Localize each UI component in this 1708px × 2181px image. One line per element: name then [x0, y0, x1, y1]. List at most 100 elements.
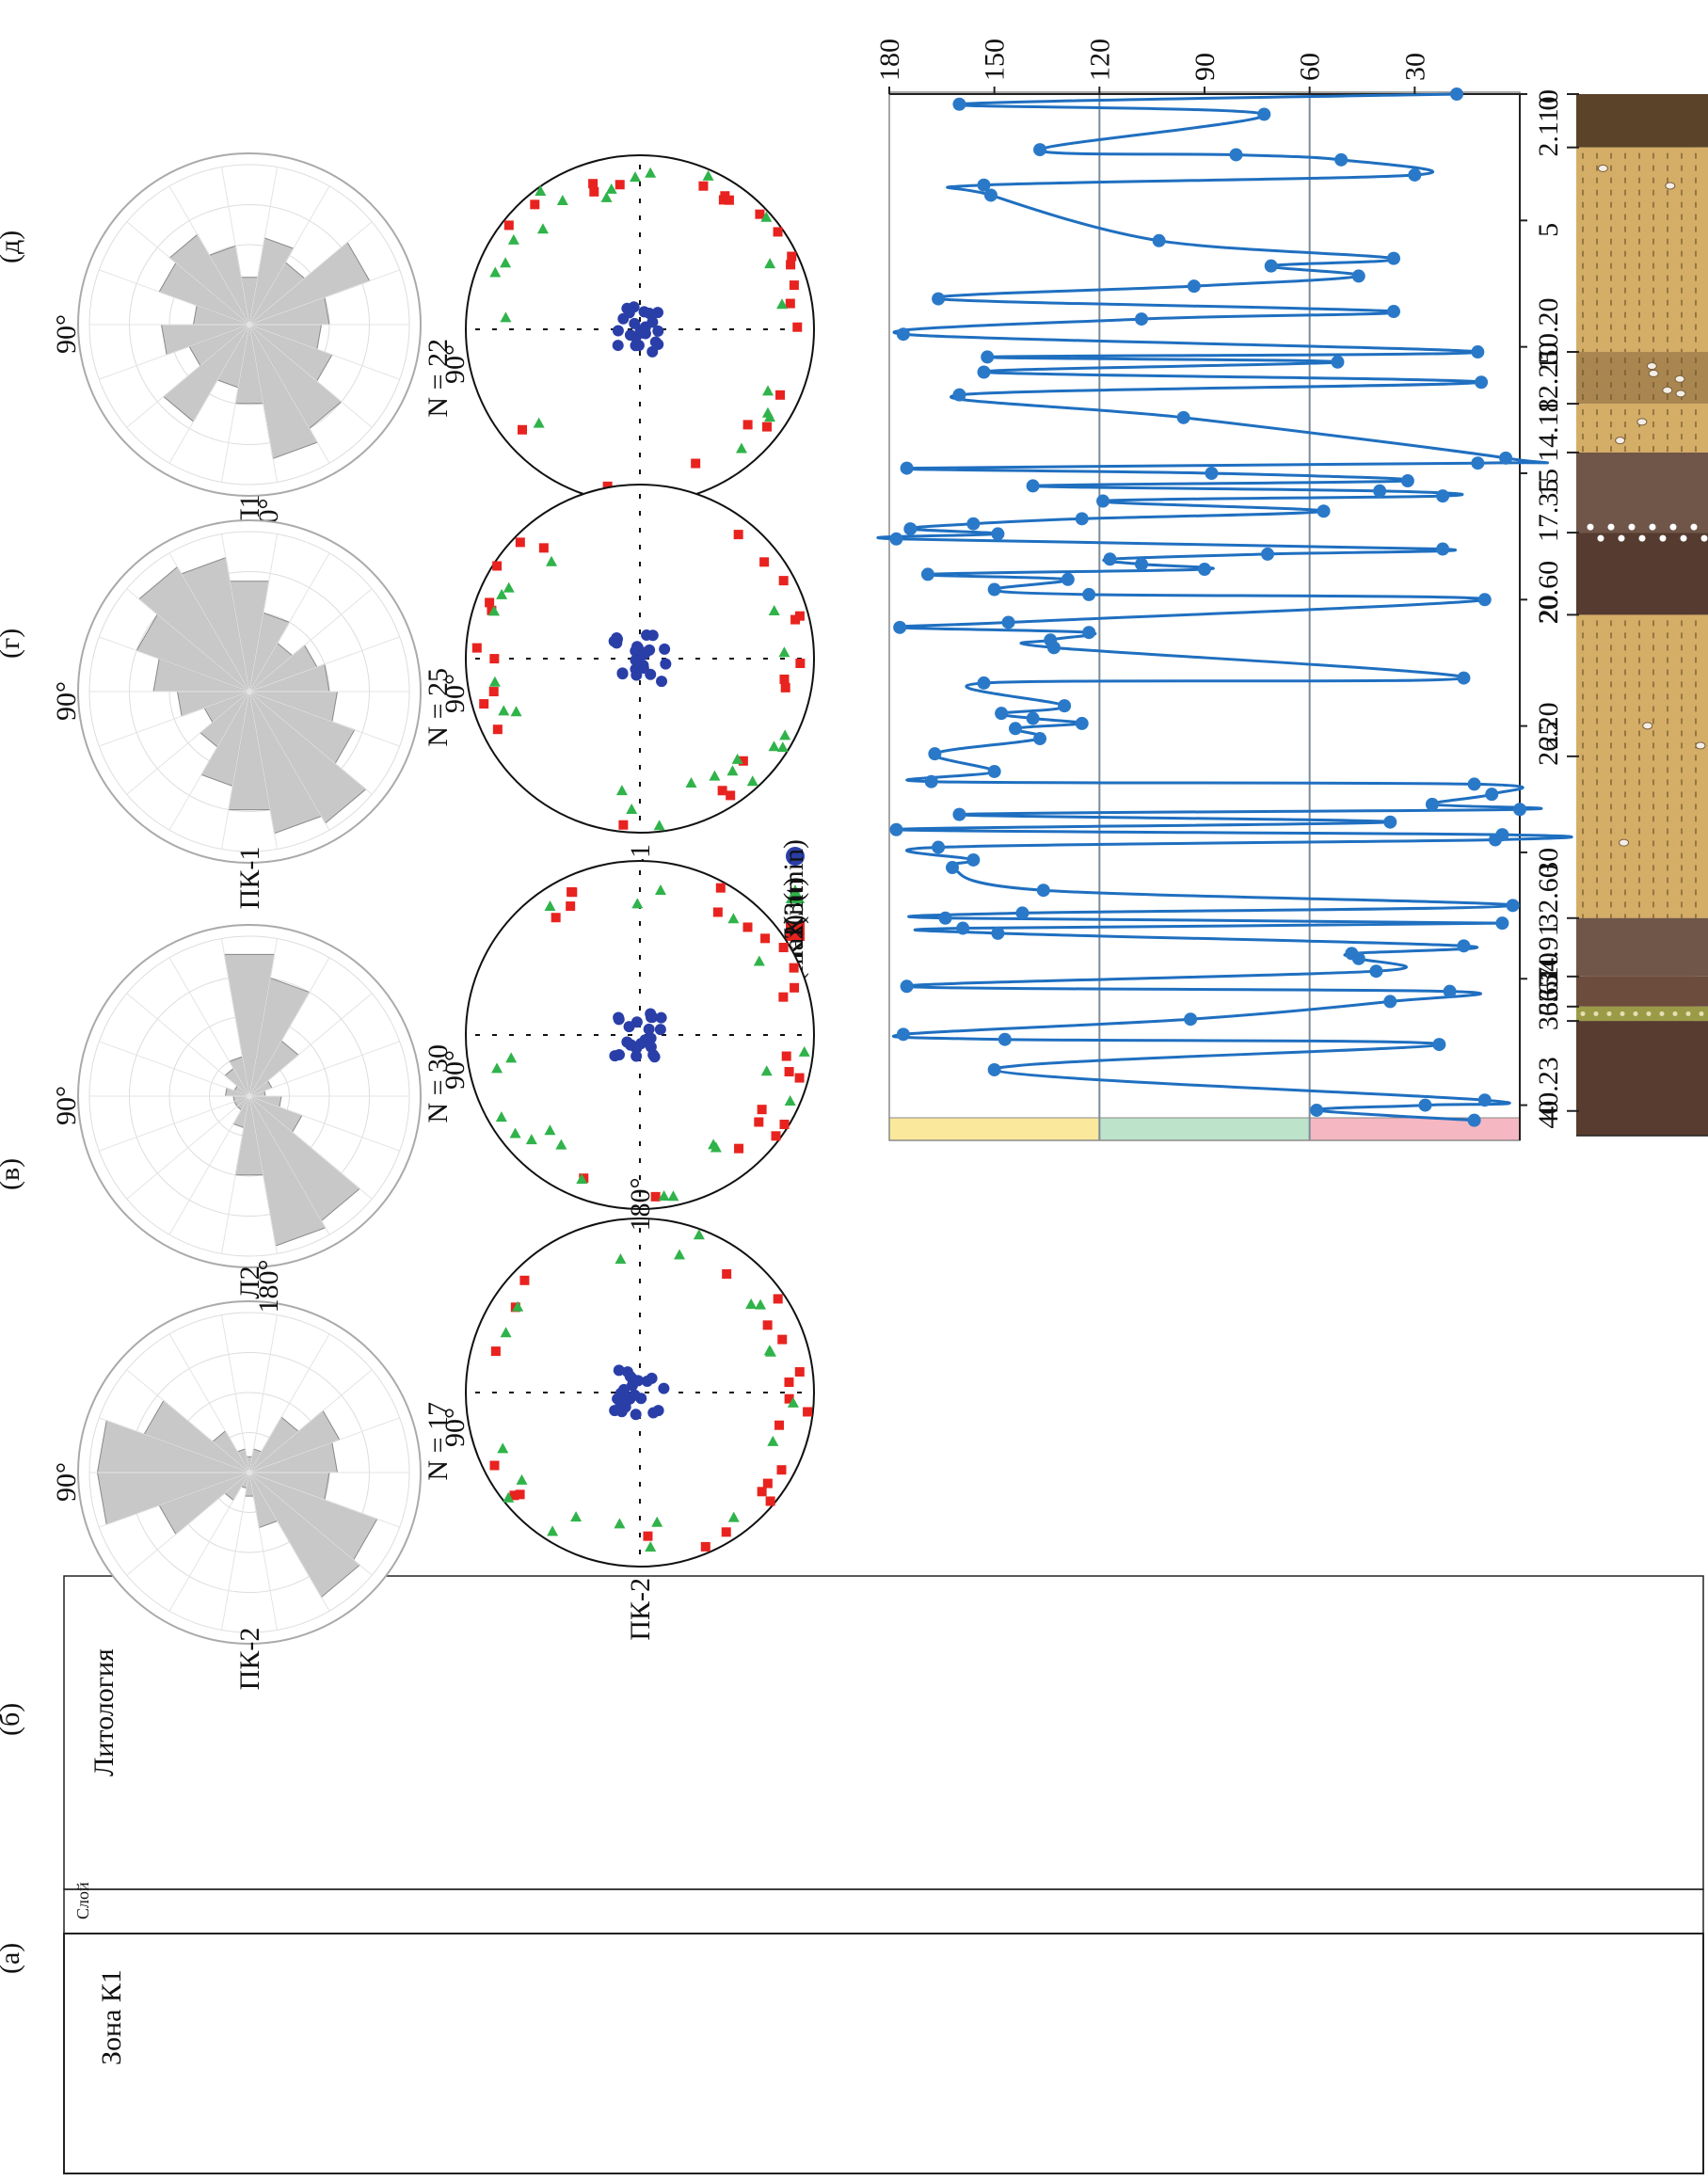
- data-point: [1082, 587, 1096, 601]
- x-tick-label: 5: [1533, 223, 1564, 237]
- k3-point: [638, 306, 650, 318]
- data-point: [1205, 466, 1219, 480]
- k2-point: [546, 555, 558, 566]
- rose-spoke: [248, 938, 279, 1097]
- k2-point: [764, 258, 776, 269]
- data-point: [1334, 152, 1349, 167]
- k2-point: [626, 803, 638, 814]
- data-point: [1477, 1093, 1492, 1107]
- k1-point: [479, 699, 489, 709]
- k3-point: [643, 1023, 655, 1035]
- k2-point: [536, 223, 549, 234]
- lithology-pebble: [1646, 362, 1657, 371]
- zone-title: Зона К1: [96, 1969, 127, 2065]
- k2-point: [556, 195, 568, 206]
- lithology-pebble: [1675, 390, 1686, 398]
- lithology-pebble: [1638, 534, 1646, 542]
- stereonet-n: N = 25: [423, 668, 454, 747]
- k1-point: [717, 786, 727, 796]
- k1-point: [734, 1143, 744, 1154]
- rose-diagram: ПК-1 90°: [51, 519, 422, 909]
- k1-point: [488, 687, 499, 697]
- k3-point: [647, 1407, 660, 1419]
- k1-point: [551, 913, 561, 923]
- k1-point: [754, 1117, 764, 1127]
- k3-point: [623, 1392, 635, 1404]
- k1-point: [742, 922, 753, 932]
- k3-point: [645, 1032, 657, 1044]
- k2-point: [726, 765, 739, 776]
- legend-label: K3(min): [778, 839, 809, 936]
- lithology-pebble: [1685, 1011, 1691, 1016]
- data-point: [1387, 305, 1400, 319]
- k2-point: [630, 171, 642, 183]
- data-point: [932, 292, 946, 306]
- rose-spoke: [248, 1095, 400, 1152]
- rose-name: ПК-2: [234, 1628, 265, 1691]
- rose-spoke: [126, 1095, 250, 1200]
- stereonet-right-angle: 180°: [625, 1178, 656, 1232]
- k3-point: [660, 658, 672, 670]
- rose-spoke: [248, 221, 373, 326]
- k1-point: [775, 390, 786, 400]
- stereonets-panel: K1(max)K2(int)K3(min) Л1N = 220°90°ПК-1N…: [423, 154, 815, 1641]
- k2-point: [544, 1124, 556, 1136]
- k2-point: [753, 955, 765, 966]
- k2-point: [512, 1300, 524, 1312]
- stereonet-n: N = 22: [423, 339, 454, 418]
- data-point: [896, 327, 910, 342]
- rose-spoke: [248, 1417, 400, 1473]
- depth-mark-label: 20.60: [1533, 561, 1564, 625]
- lithology-pebble: [1659, 1011, 1665, 1016]
- k2-point: [547, 1525, 559, 1536]
- k1-point: [618, 820, 629, 830]
- k1-point: [789, 280, 799, 291]
- lithology-pebble: [1690, 523, 1698, 531]
- data-point: [1184, 1012, 1198, 1027]
- k2-point: [631, 898, 644, 909]
- data-point: [1033, 732, 1047, 746]
- k1-point: [509, 1490, 519, 1501]
- data-point: [1264, 259, 1278, 273]
- k1-point: [765, 1496, 775, 1506]
- lithology-frame: [63, 1575, 1704, 1890]
- k1-point: [784, 1377, 794, 1388]
- data-point: [966, 852, 981, 867]
- k1-point: [762, 1478, 773, 1488]
- rose-spoke: [220, 938, 250, 1097]
- data-point: [977, 365, 991, 379]
- rose-spoke: [248, 1472, 330, 1612]
- k1-point: [515, 1489, 525, 1500]
- k3-point: [655, 1011, 667, 1024]
- declination-line-chart: 0 5 10 15 20 25 30 35 40 0 30 60 90 120 150 180: [874, 39, 1573, 1141]
- rose-spoke: [168, 957, 250, 1097]
- data-point: [900, 461, 914, 475]
- rose-spoke: [168, 185, 250, 326]
- k2-point: [784, 1095, 796, 1106]
- layer-column-header: Слой: [73, 1882, 92, 1919]
- data-point: [1467, 777, 1481, 791]
- data-point: [1187, 279, 1201, 294]
- lithology-pebble: [1633, 1011, 1638, 1016]
- data-point: [956, 921, 970, 935]
- k1-point: [773, 227, 783, 237]
- k1-point: [755, 209, 765, 219]
- k1-point: [722, 1269, 732, 1280]
- k3-point: [637, 660, 649, 672]
- lithology-pebble: [1649, 523, 1656, 531]
- k2-point: [500, 311, 512, 323]
- k1-point: [602, 481, 613, 491]
- x-tick-labels: 0 5 10 15 20 25 30 35 40: [1520, 93, 1564, 1129]
- lithology-layer: [1576, 94, 1708, 148]
- rose-spoke: [168, 691, 250, 831]
- k1-point: [518, 424, 528, 435]
- series-points: [889, 88, 1526, 1127]
- rose-spoke: [220, 167, 250, 326]
- k3-point: [652, 307, 664, 319]
- lithology-layer: [1576, 917, 1708, 977]
- data-point: [1400, 474, 1414, 488]
- k1-point: [803, 1407, 813, 1417]
- rose-top-angle: 90°: [51, 314, 82, 354]
